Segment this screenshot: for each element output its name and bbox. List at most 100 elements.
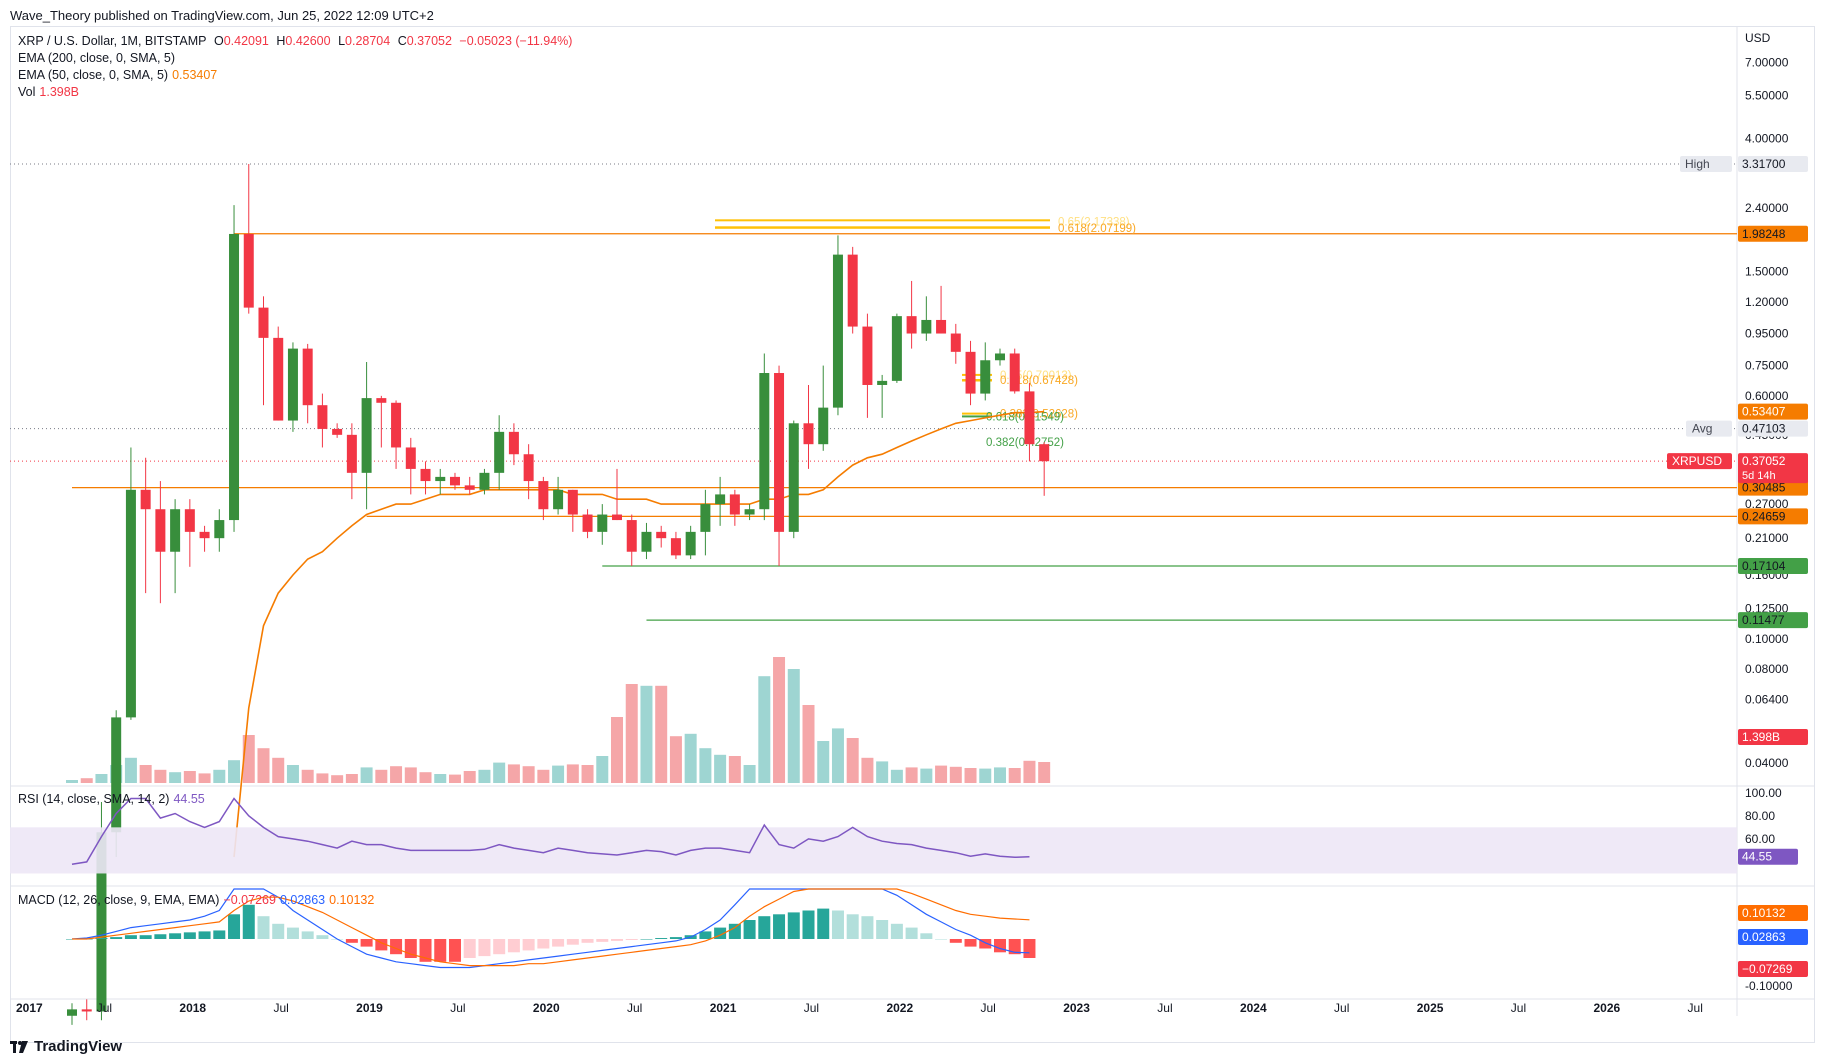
fib-line xyxy=(962,415,992,418)
macd-histogram-bar xyxy=(581,939,594,943)
level-price-label: 0.11477 xyxy=(1742,613,1785,627)
level-price-label: 0.24659 xyxy=(1742,509,1786,523)
volume-bar xyxy=(787,669,800,783)
macd-histogram-bar xyxy=(228,914,241,939)
candle-body xyxy=(744,509,755,515)
macd-histogram-bar xyxy=(257,916,270,939)
candle-body xyxy=(435,476,446,482)
legend-volume: Vol 1.398B xyxy=(18,85,80,99)
volume-bar xyxy=(375,769,388,783)
macd-histogram-bar xyxy=(272,923,285,939)
legend-close: 0.37052 xyxy=(406,34,452,48)
volume-price-label: 1.398B xyxy=(1742,730,1780,744)
volume-bar xyxy=(272,757,285,783)
candle-body xyxy=(376,398,387,403)
macd-histogram-bar xyxy=(478,939,491,957)
candle-body xyxy=(449,476,460,486)
candle-body xyxy=(685,531,696,556)
level-price-box xyxy=(1738,612,1808,629)
fib-label: 0.618(2.07199) xyxy=(1058,223,1136,235)
candle-body xyxy=(523,454,534,482)
macd-histogram-bar xyxy=(552,939,565,947)
fib-line xyxy=(962,412,992,415)
macd-histogram-bar xyxy=(448,939,461,962)
macd-histogram-bar xyxy=(522,939,535,951)
macd-histogram-bar xyxy=(360,939,373,947)
candle-body xyxy=(184,509,195,532)
macd-histogram-bar xyxy=(890,923,903,939)
time-axis-tick: 2021 xyxy=(710,1001,737,1015)
volume-bar xyxy=(331,775,344,783)
volume-bar xyxy=(596,756,609,783)
level-price-label: 0.17104 xyxy=(1742,559,1786,573)
rsi-band xyxy=(10,827,1737,874)
volume-bar xyxy=(493,762,506,783)
candle-body xyxy=(980,360,991,394)
rsi-axis-tick: 100.00 xyxy=(1745,786,1782,800)
macd-signal-line xyxy=(72,888,1030,967)
macd-histogram-bar xyxy=(463,939,476,958)
price-axis-tick: 0.95000 xyxy=(1745,327,1789,341)
macd-histogram-bar xyxy=(110,937,123,939)
volume-bar xyxy=(154,769,167,783)
macd-hist-label: −0.07269 xyxy=(1742,962,1793,976)
macd-histogram-bar xyxy=(714,927,727,939)
macd-histogram-bar xyxy=(375,939,388,951)
volume-bar xyxy=(1023,760,1036,783)
ema50-price-label: 0.53407 xyxy=(1742,405,1786,419)
candle-body xyxy=(877,380,888,385)
price-axis-tick: 1.20000 xyxy=(1745,295,1789,309)
candle-body xyxy=(494,431,505,473)
legend-macd: MACD (12, 26, close, 9, EMA, EMA) −0.0726… xyxy=(18,893,375,907)
high-price-box xyxy=(1738,156,1808,172)
high-tag-box xyxy=(1680,156,1732,172)
time-axis-tick: 2020 xyxy=(533,1001,560,1015)
candle-body xyxy=(906,316,917,334)
macd-histogram-bar xyxy=(699,931,712,939)
volume-bar xyxy=(699,748,712,783)
volume-bar xyxy=(242,735,255,783)
candle-body xyxy=(538,481,549,510)
candle-body xyxy=(332,428,343,435)
candle-body xyxy=(891,316,902,381)
volume-bar xyxy=(228,760,241,783)
candle-body xyxy=(170,509,181,552)
macd-histogram-bar xyxy=(625,939,638,940)
macd-histogram-bar xyxy=(802,910,815,939)
macd-signal-box xyxy=(1738,905,1808,921)
candle-body xyxy=(567,489,578,515)
macd-histogram-bar xyxy=(728,923,741,939)
chart-frame xyxy=(10,26,1815,1043)
candle-body xyxy=(715,494,726,505)
macd-histogram-bar xyxy=(949,939,962,943)
legend-symbol: XRP / U.S. Dollar, 1M, BITSTAMP xyxy=(18,34,207,48)
volume-bar xyxy=(625,684,638,783)
volume-bar xyxy=(714,754,727,783)
rsi-axis-tick: 80.00 xyxy=(1745,809,1775,823)
legend-rsi: RSI (14, close, SMA, 14, 2) 44.55 xyxy=(18,792,205,806)
candle-body xyxy=(1039,444,1050,462)
candle-body xyxy=(140,489,151,510)
macd-histogram-bar xyxy=(286,927,299,939)
tradingview-logo-icon xyxy=(10,1040,28,1053)
macd-histogram-bar xyxy=(773,914,786,939)
price-axis-tick: 4.00000 xyxy=(1745,132,1789,146)
fib-line xyxy=(715,219,1050,222)
price-axis-tick: 0.75000 xyxy=(1745,359,1789,373)
level-price-box xyxy=(1738,479,1808,496)
footer-brand[interactable]: TradingView xyxy=(10,1038,122,1055)
candle-body xyxy=(155,509,166,552)
macd-histogram-bar xyxy=(935,939,948,940)
footer-brand-text: TradingView xyxy=(34,1038,123,1055)
avg-price-label: 0.47103 xyxy=(1742,422,1786,436)
candle-body xyxy=(420,468,431,482)
volume-bar xyxy=(552,765,565,783)
price-axis-tick: 2.40000 xyxy=(1745,201,1789,215)
macd-histogram-bar xyxy=(596,939,609,942)
volume-price-box xyxy=(1738,729,1808,745)
candle-body xyxy=(597,514,608,532)
volume-bar xyxy=(345,774,358,783)
candle-body xyxy=(921,319,932,334)
time-axis-tick: Jul xyxy=(1157,1001,1172,1015)
